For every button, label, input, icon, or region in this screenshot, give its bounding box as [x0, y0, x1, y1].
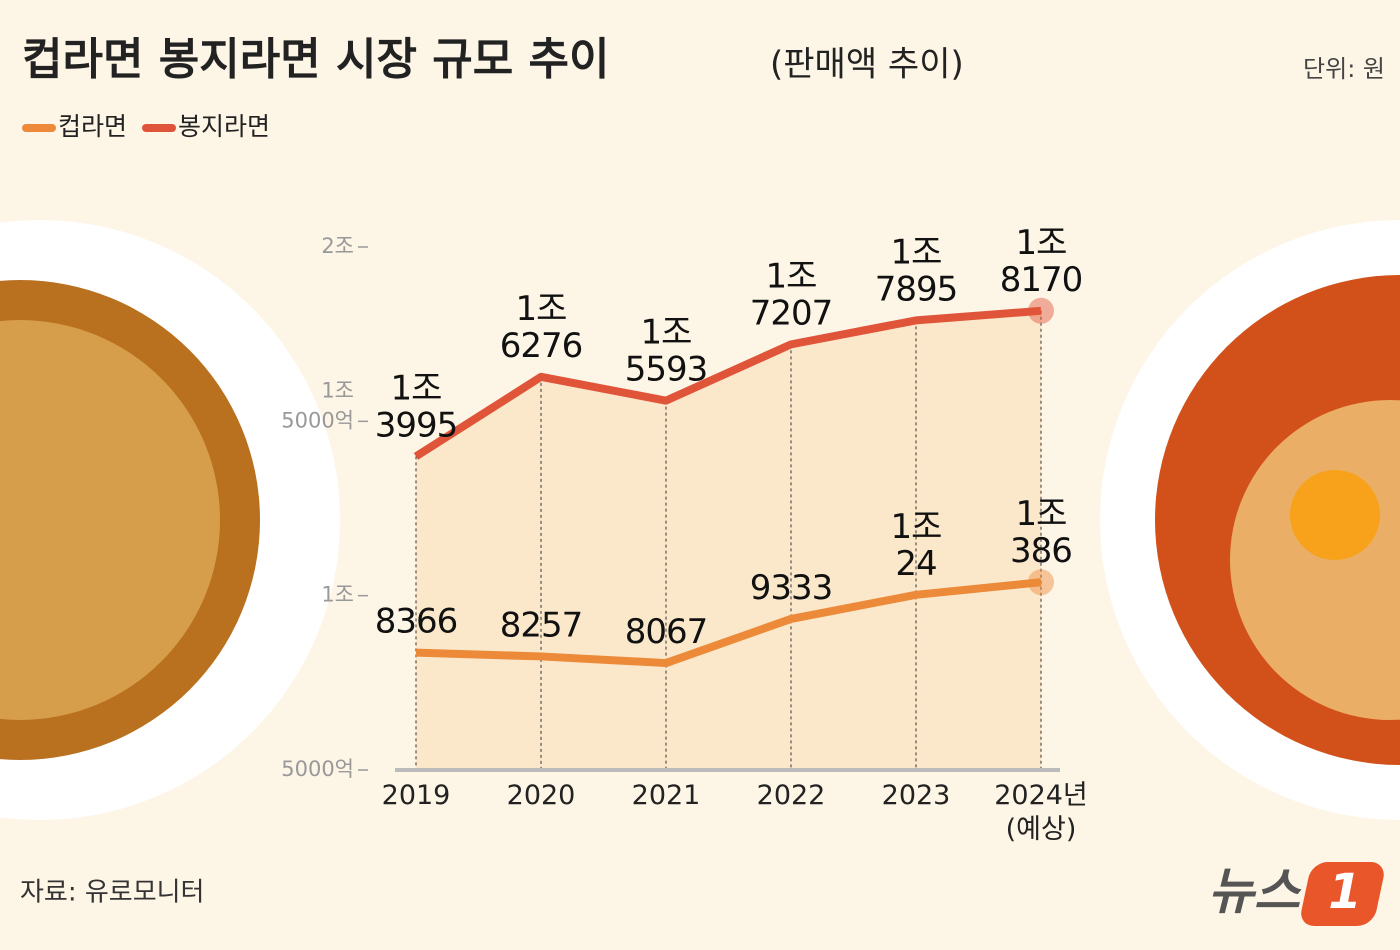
- line: [415, 578, 1042, 668]
- noodle-left-inner: [0, 320, 220, 720]
- value-label: 1조 8170: [1000, 222, 1083, 299]
- x-tick-label: 2020: [507, 780, 576, 811]
- y-tick-label: 2조: [321, 234, 354, 258]
- value-label: 1조 24: [891, 506, 942, 583]
- source: 자료: 유로모니터: [20, 878, 204, 908]
- x-tick-label: 2021: [632, 780, 701, 811]
- x-tick-label: 2022: [757, 780, 826, 811]
- logo-badge: [1301, 862, 1384, 926]
- value-label: 1조 6276: [500, 288, 583, 365]
- y-tick-label: 5000억: [281, 757, 354, 781]
- line: [413, 306, 1042, 460]
- x-tick-label: 2019: [382, 780, 451, 811]
- y-tick-label: 1조: [321, 583, 354, 607]
- value-label: 1조 5593: [625, 312, 708, 389]
- egg-yolk: [1290, 470, 1380, 560]
- unit-note: 단위: 원: [1303, 55, 1385, 83]
- chart-title: 컵라면 봉지라면 시장 규모 추이: [22, 34, 610, 85]
- value-label: 8366: [375, 601, 458, 641]
- value-label: 9333: [750, 567, 833, 607]
- value-label: 1조 3995: [375, 368, 458, 445]
- logo: 뉴스: [1208, 863, 1302, 921]
- value-label: 1조 7207: [750, 256, 833, 333]
- value-label: 8067: [625, 612, 708, 652]
- logo-mark: 1: [1328, 864, 1361, 920]
- value-label: 1조 7895: [875, 232, 958, 309]
- y-tick-label: 1조 5000억: [281, 378, 354, 432]
- x-tick-label: 2023: [882, 780, 951, 811]
- end-marker: [1028, 297, 1054, 324]
- value-label: 1조 386: [1010, 494, 1072, 571]
- legend-label: 봉지라면: [178, 112, 270, 141]
- plot: 5000억 1조 1조 5000억 2조 2019 2020 2021 2022 2023 2024…: [22, 112, 1088, 845]
- x-tick-label: 2024년 (예상): [994, 780, 1088, 845]
- legend-label: 컵라면: [58, 112, 127, 141]
- value-label: 8257: [500, 605, 583, 645]
- chart-subtitle: (판매액 추이): [770, 45, 964, 85]
- end-marker: [1028, 569, 1054, 596]
